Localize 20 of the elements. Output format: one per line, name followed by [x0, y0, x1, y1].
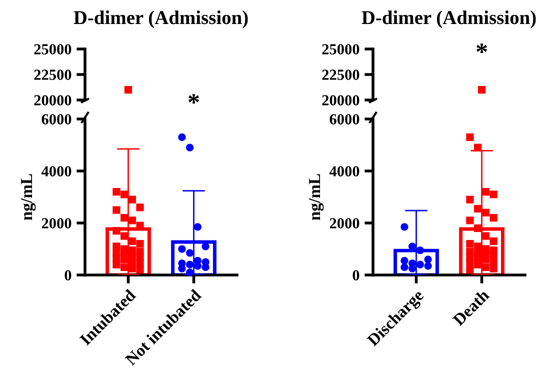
y-tick-label: 25000 [34, 44, 72, 54]
y-tick-label: 20000 [34, 95, 72, 106]
y-axis-title: ng/mL [21, 174, 36, 220]
y-tick-label: 4000 [329, 166, 360, 176]
y-tick-label: 0 [64, 270, 72, 280]
chart-title: D-dimer (Admission) [362, 10, 536, 28]
chart-title: D-dimer (Admission) [74, 10, 248, 28]
y-tick-label: 20000 [322, 95, 360, 106]
y-tick-label: 6000 [330, 114, 360, 124]
y-tick-label: 22500 [322, 70, 360, 80]
y-tick-label: 4000 [41, 166, 72, 176]
y-tick-label: 6000 [42, 114, 72, 124]
y-tick-label: 0 [352, 270, 360, 280]
y-tick-label: 2000 [42, 218, 72, 228]
y-tick-label: 2000 [330, 218, 360, 228]
y-tick-label: 22500 [34, 70, 72, 80]
annotation: * [188, 94, 199, 104]
y-axis-title: ng/mL [309, 174, 324, 220]
annotation: * [476, 44, 487, 54]
y-tick-label: 25000 [322, 44, 360, 54]
